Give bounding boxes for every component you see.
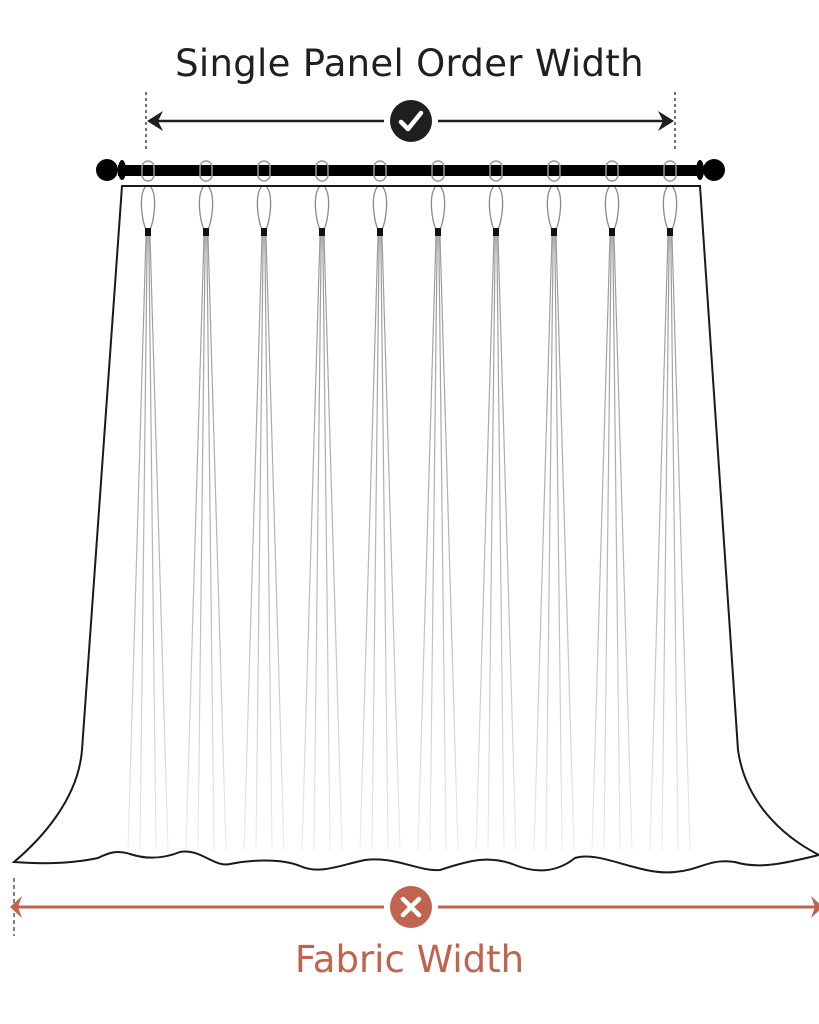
pleat [591, 185, 633, 851]
arrow-left-icon [10, 896, 22, 918]
arrow-left-icon [147, 111, 163, 131]
pleat [649, 185, 691, 851]
curtain-ring [199, 160, 213, 182]
arrow-right-icon [658, 111, 674, 131]
curtain-ring [373, 160, 387, 182]
arrow-right-icon [811, 896, 819, 918]
pleat [243, 185, 285, 851]
pleat [359, 185, 401, 851]
curtain-ring [663, 160, 677, 182]
order-width-label: Single Panel Order Width [175, 42, 644, 85]
rod-finial-left [96, 159, 118, 181]
pleat [533, 185, 575, 851]
pleat [127, 185, 169, 851]
curtain-ring [605, 160, 619, 182]
rod-finial-right [703, 159, 725, 181]
pleat [417, 185, 459, 851]
pleat [301, 185, 343, 851]
curtain-ring [489, 160, 503, 182]
check-circle-icon [390, 100, 432, 142]
pleat [185, 185, 227, 851]
fabric-width-dimension [10, 878, 819, 936]
curtain-ring [547, 160, 561, 182]
x-circle-icon [390, 886, 432, 928]
curtain-ring [141, 160, 155, 182]
curtain-ring [431, 160, 445, 182]
curtain-outline [11, 185, 819, 874]
curtain-ring [315, 160, 329, 182]
curtain-ring [257, 160, 271, 182]
order-width-dimension [145, 92, 676, 150]
curtain-rod [96, 159, 725, 187]
pleat [475, 185, 517, 851]
fabric-width-label: Fabric Width [294, 938, 525, 981]
